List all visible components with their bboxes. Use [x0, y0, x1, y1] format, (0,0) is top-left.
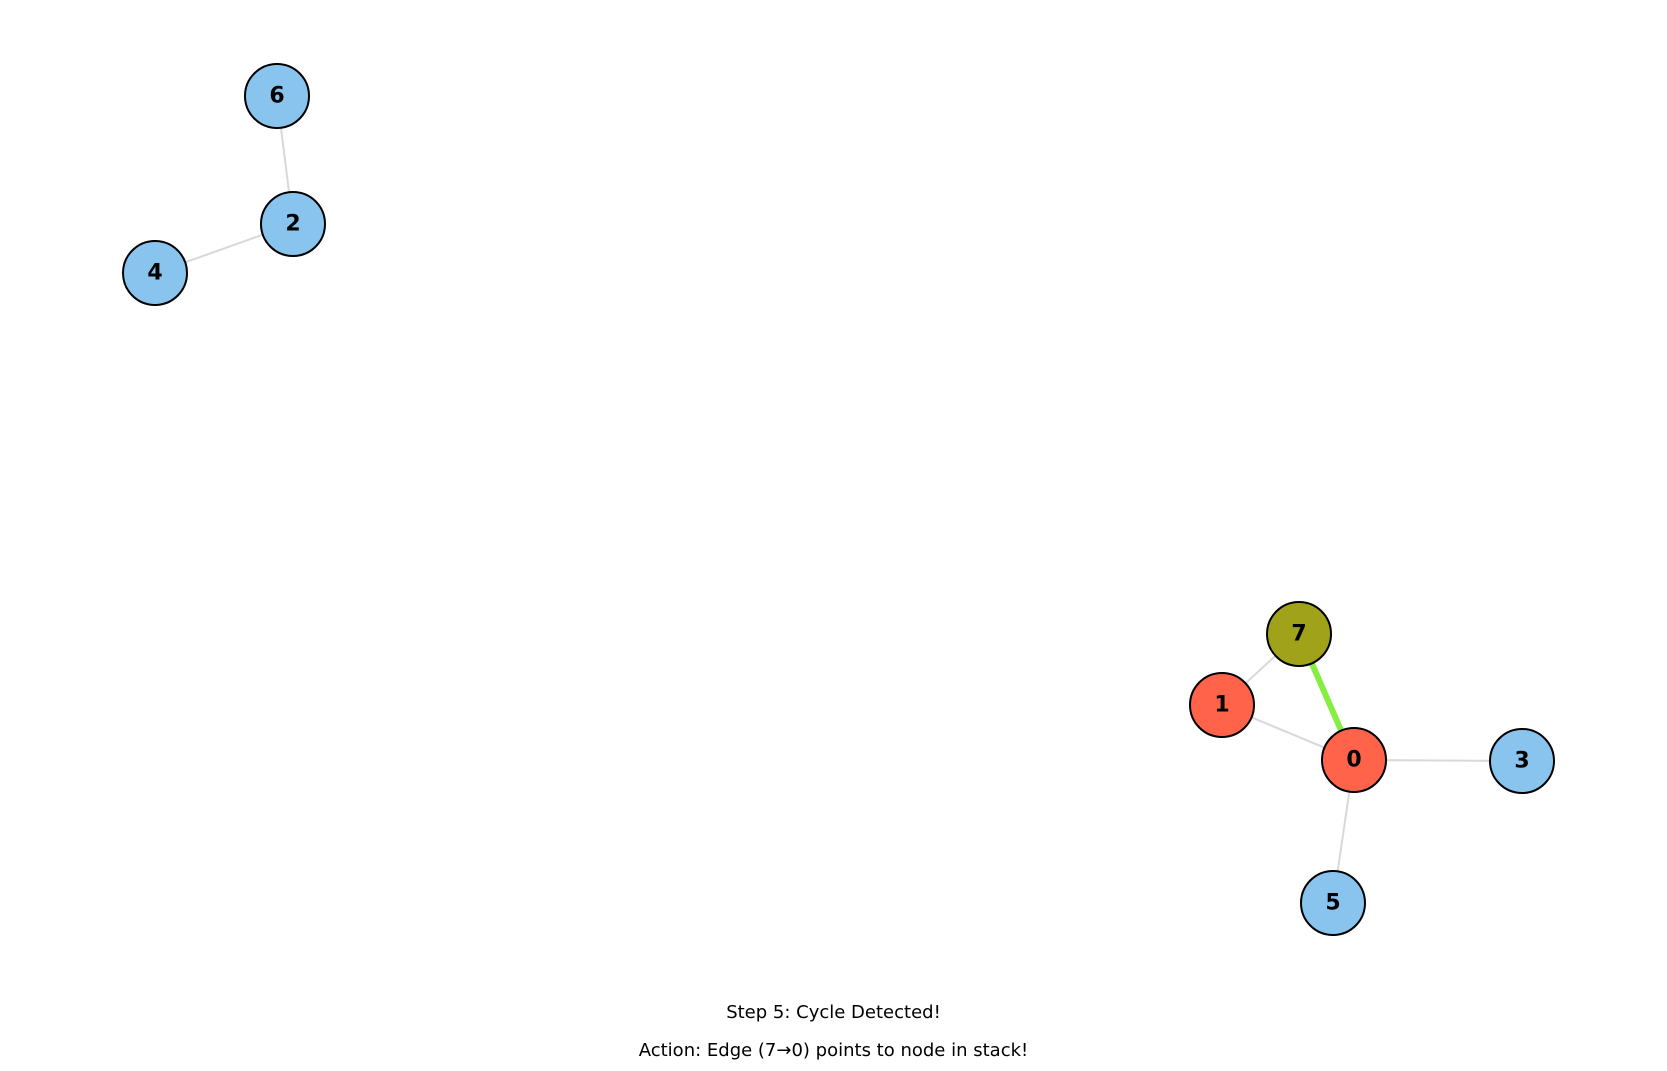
node-4: 4 [122, 240, 188, 306]
node-3: 3 [1489, 728, 1555, 794]
node-7: 7 [1266, 601, 1332, 667]
node-circle-7 [1266, 601, 1332, 667]
node-5: 5 [1300, 870, 1366, 936]
node-circle-5 [1300, 870, 1366, 936]
node-label-2: 2 [285, 212, 300, 237]
node-circle-4 [122, 240, 188, 306]
nodes-layer: 0 1 2 3 4 5 6 7 [122, 63, 1555, 936]
node-circle-0 [1321, 727, 1387, 793]
node-circle-3 [1489, 728, 1555, 794]
edges-layer [154, 95, 1523, 904]
node-label-6: 6 [269, 84, 284, 109]
node-label-5: 5 [1325, 891, 1340, 916]
node-1: 1 [1189, 672, 1255, 738]
node-label-1: 1 [1214, 693, 1229, 718]
node-circle-1 [1189, 672, 1255, 738]
node-circle-2 [260, 191, 326, 257]
node-label-0: 0 [1346, 748, 1361, 773]
node-0: 0 [1321, 727, 1387, 793]
node-2: 2 [260, 191, 326, 257]
step-title: Step 5: Cycle Detected! [726, 1002, 941, 1023]
node-6: 6 [244, 63, 310, 129]
action-description: Action: Edge (7→0) points to node in sta… [638, 1040, 1029, 1061]
node-label-3: 3 [1514, 749, 1529, 774]
node-label-4: 4 [147, 261, 162, 286]
node-circle-6 [244, 63, 310, 129]
node-label-7: 7 [1291, 622, 1306, 647]
